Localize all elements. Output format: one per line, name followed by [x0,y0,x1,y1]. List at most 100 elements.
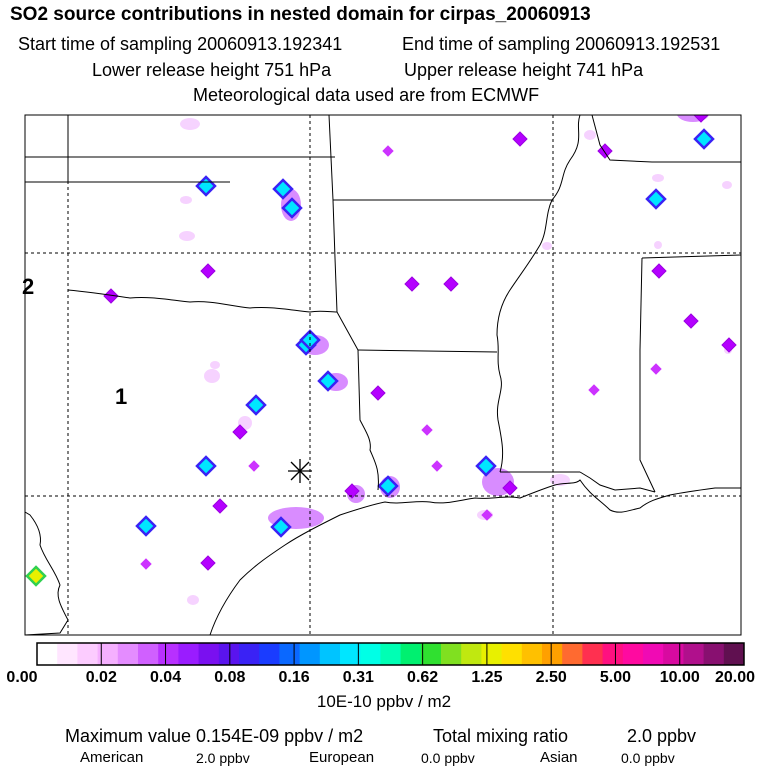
source-diamond [502,480,518,496]
source-diamond [212,498,228,514]
source-diamond [200,555,216,571]
colorbar-swatch [562,643,583,665]
source-diamond [588,384,600,396]
total-mixing-label: Total mixing ratio [433,726,569,746]
colorbar-swatch [723,643,745,665]
colorbar-swatch [501,643,523,665]
colorbar-swatch [663,643,684,665]
source-diamond [421,424,433,436]
colorbar-swatch [521,643,543,665]
colorbar-swatch [542,643,563,665]
american-label: American [80,749,144,766]
source-diamond [650,363,662,375]
colorbar-tick-label: 0.08 [214,669,246,686]
lower-release-label: Lower release height 751 hPa [92,60,332,80]
source-diamond [344,483,360,499]
colorbar-swatch [178,643,200,665]
source-diamond [317,370,339,392]
region-label-2: 2 [22,274,34,299]
colorbar-swatch [158,643,179,665]
source-diamond [693,115,709,123]
european-value: 0.0 ppbv [421,750,475,766]
source-diamond [404,276,420,292]
colorbar-tick-label: 0.16 [278,669,310,686]
total-mixing-value: 2.0 ppbv [627,726,697,746]
colorbar-tick-label: 2.50 [535,669,567,686]
colorbar-swatch [420,643,442,665]
colorbar-swatch [37,643,58,665]
borders [24,114,742,636]
colorbar-tick-label: 0.02 [85,669,117,686]
source-diamond [475,455,497,477]
colorbar-tick-label: 5.00 [599,669,632,686]
upper-release-label: Upper release height 741 hPa [404,60,644,80]
european-label: European [309,749,375,766]
source-diamond [512,131,528,147]
colorbar-swatch [299,643,321,665]
colorbar-swatch [259,643,280,665]
colorbar-swatch [279,643,301,665]
source-diamond [200,263,216,279]
colorbar-swatch [360,643,381,665]
colorbar-swatch [319,643,341,665]
colorbar-swatch [97,643,119,665]
colorbar-swatch [239,643,260,665]
asian-label: Asian [540,749,578,766]
colorbar-swatch [198,643,220,665]
colorbar-tick-label: 10.00 [659,669,700,686]
colorbar-swatch [340,643,361,665]
colorbar [36,642,745,666]
colorbar-swatch [622,643,644,665]
met-data-label: Meteorological data used are from ECMWF [193,85,540,105]
source-diamond [683,313,699,329]
colorbar-swatch [57,643,78,665]
source-diamond [431,460,443,472]
source-diamond [135,515,157,537]
source-diamond [281,197,303,219]
source-diamond [195,455,217,477]
colorbar-swatch [703,643,725,665]
colorbar-unit: 10E-10 ppbv / m2 [316,692,452,711]
source-diamond [721,337,737,353]
region-label-1: 1 [115,384,127,409]
colorbar-swatch [218,643,240,665]
release-site-marker [288,459,312,483]
colorbar-tick-label: 0.62 [407,669,439,686]
american-value: 2.0 ppbv [196,750,250,766]
colorbar-swatch [481,643,503,665]
start-time-label: Start time of sampling 20060913.192341 [18,34,343,54]
lat-lon-grid [25,115,741,635]
source-diamond [25,565,47,587]
source-diamond [272,178,294,200]
colorbar-tick-label: 0.04 [149,669,182,686]
colorbar-swatch [582,643,604,665]
colorbar-swatch [441,643,462,665]
end-time-label: End time of sampling 20060913.192531 [402,34,721,54]
colorbar-frame [36,642,745,666]
source-diamond [481,509,493,521]
colorbar-swatch [400,643,422,665]
colorbar-tick-label: 0.00 [6,669,38,686]
colorbar-swatch [138,643,159,665]
source-diamond [248,460,260,472]
source-diamond [651,263,667,279]
source-diamond [693,128,715,150]
colorbar-tick-label: 0.31 [342,669,374,686]
source-diamond [382,145,394,157]
source-diamond [645,188,667,210]
source-diamond [370,385,386,401]
map-title: SO2 source contributions in nested domai… [10,4,591,25]
colorbar-swatch [683,643,705,665]
colorbar-swatch [461,643,482,665]
source-diamond [232,424,248,440]
colorbar-swatch [77,643,99,665]
source-diamond [140,558,152,570]
source-diamond [103,288,119,304]
colorbar-swatch [643,643,664,665]
source-diamond [245,394,267,416]
colorbar-tick-label: 20.00 [714,669,756,686]
colorbar-swatch [602,643,624,665]
colorbar-swatch [380,643,402,665]
max-value-label: Maximum value 0.154E-09 ppbv / m2 [65,726,364,746]
